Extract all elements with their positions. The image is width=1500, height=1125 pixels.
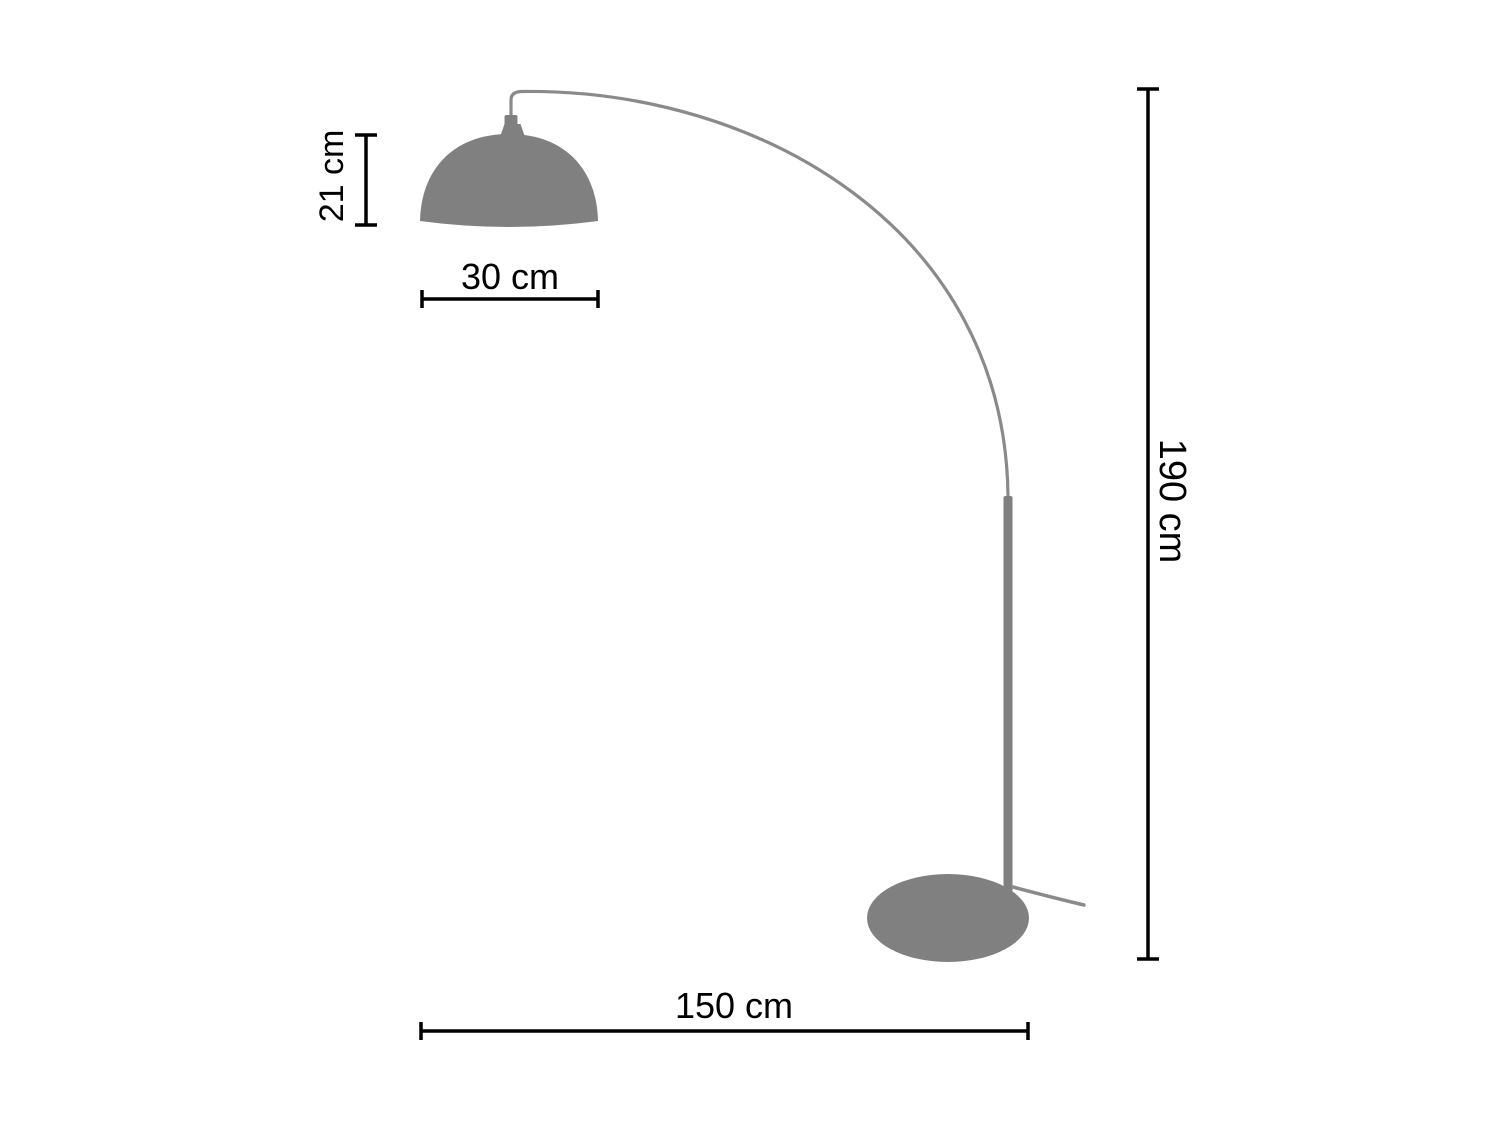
dimension-lamp-width [419, 1022, 1030, 1040]
lamp-width-label: 150 cm [674, 985, 794, 1026]
dimension-lamp-height [1137, 87, 1159, 961]
lamp-silhouette [420, 89, 1086, 962]
dimension-shade-height [355, 133, 377, 227]
shade-height-label: 21 cm [313, 129, 351, 223]
lamp-base [867, 874, 1029, 962]
lamp-shade [420, 134, 598, 227]
lamp-socket-flare [500, 124, 525, 137]
lamp-cord [1011, 885, 1086, 907]
shade-diameter-label: 30 cm [460, 256, 560, 297]
lamp-pole [1003, 496, 1013, 908]
lamp-height-label: 190 cm [1151, 438, 1193, 564]
lamp-socket [504, 115, 518, 126]
lamp-arc-stem [509, 89, 1010, 498]
dimension-shade-diameter [420, 290, 600, 308]
